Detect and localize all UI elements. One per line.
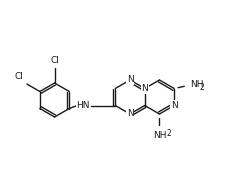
Text: Cl: Cl bbox=[15, 72, 24, 81]
Text: Cl: Cl bbox=[50, 56, 59, 65]
Text: NH: NH bbox=[190, 80, 204, 89]
Text: N: N bbox=[141, 84, 148, 93]
Text: N: N bbox=[171, 101, 177, 110]
Text: 2: 2 bbox=[199, 82, 204, 91]
Text: HN: HN bbox=[77, 101, 90, 110]
Text: N: N bbox=[127, 109, 133, 119]
Text: NH: NH bbox=[153, 131, 166, 140]
Text: 2: 2 bbox=[166, 129, 171, 139]
Text: N: N bbox=[127, 76, 133, 84]
